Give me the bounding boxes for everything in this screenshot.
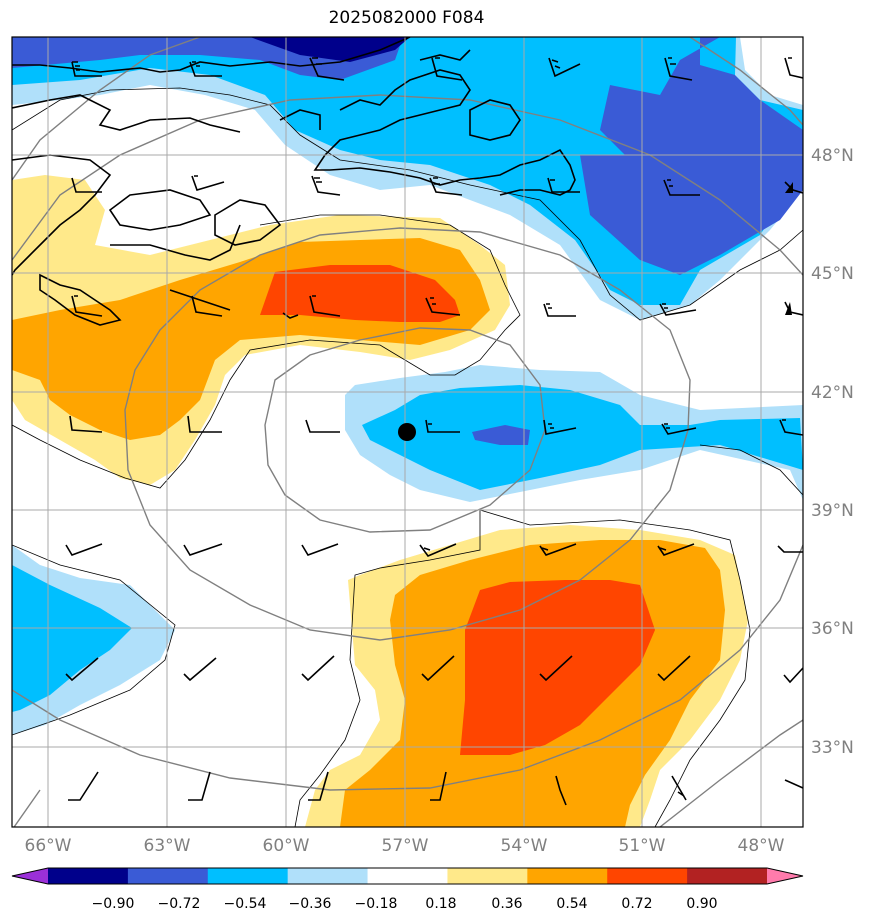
colorbar-tick-label: 0.54 — [556, 896, 587, 912]
positive-anomaly-shading — [12, 175, 748, 827]
map-field — [12, 37, 803, 827]
colorbar-tick-label: −0.36 — [289, 896, 332, 912]
chart-title: 2025082000 F084 — [328, 8, 485, 28]
lat-label: 48°N — [811, 146, 854, 166]
lon-label: 48°W — [738, 836, 785, 856]
colorbar-segment — [48, 868, 129, 884]
lat-label: 42°N — [811, 383, 854, 403]
colorbar-segment — [607, 868, 688, 884]
colorbar-tick-label: −0.54 — [224, 896, 267, 912]
lat-label: 33°N — [811, 738, 854, 758]
lon-label: 63°W — [144, 836, 191, 856]
black-contours — [12, 87, 803, 827]
lat-label: 39°N — [811, 501, 854, 521]
colorbar-outline — [11, 867, 804, 885]
lat-label: 45°N — [811, 264, 854, 284]
map-frame — [11, 36, 804, 828]
lon-label: 51°W — [619, 836, 666, 856]
center-point-marker — [398, 423, 416, 441]
colorbar-segment — [687, 868, 768, 884]
lon-label: 54°W — [501, 836, 548, 856]
colorbar-tick-label: 0.18 — [425, 896, 456, 912]
colorbar-tick-label: −0.18 — [355, 896, 398, 912]
lat-label: 36°N — [811, 619, 854, 639]
lon-label: 66°W — [25, 836, 72, 856]
colorbar-segment — [287, 868, 369, 884]
colorbar-segment — [367, 868, 448, 884]
wind-barb-flags — [785, 182, 793, 315]
colorbar — [11, 867, 804, 885]
colorbar-extend-low — [12, 868, 48, 884]
lat-lon-gridlines — [12, 37, 803, 827]
wind-barbs — [65, 57, 803, 806]
colorbar-segment — [207, 868, 289, 884]
colorbar-segment — [527, 868, 608, 884]
lon-label: 60°W — [263, 836, 310, 856]
colorbar-tick-labels: −0.90 −0.72 −0.54 −0.36 −0.18 0.18 0.36 … — [92, 896, 718, 912]
colorbar-tick-label: 0.36 — [491, 896, 522, 912]
colorbar-segment — [447, 868, 528, 884]
grey-height-contours — [12, 37, 803, 827]
colorbar-tick-label: 0.72 — [621, 896, 652, 912]
axis-labels: 66°W 63°W 60°W 57°W 54°W 51°W 48°W 48°N … — [25, 146, 854, 856]
colorbar-tick-label: −0.90 — [92, 896, 135, 912]
lon-label: 57°W — [382, 836, 429, 856]
colorbar-tick-label: −0.72 — [158, 896, 201, 912]
coastlines — [12, 37, 576, 326]
colorbar-segment — [127, 868, 209, 884]
colorbar-tick-label: 0.90 — [686, 896, 717, 912]
negative-anomaly-shading — [12, 37, 803, 735]
colorbar-extend-high — [767, 868, 803, 884]
